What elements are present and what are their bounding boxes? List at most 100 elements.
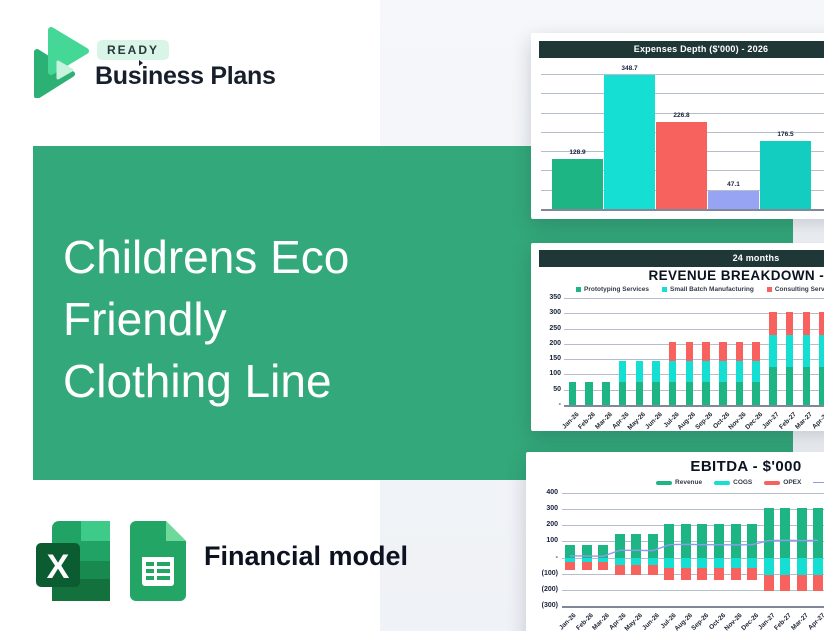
chart-title: EBITDA - $'000: [690, 458, 802, 475]
stacked-bar-segment: [565, 557, 575, 563]
y-axis-tick: 350: [549, 294, 561, 301]
stacked-bar-segment: [614, 564, 625, 575]
stacked-bar-segment: [635, 382, 644, 405]
bar-value-label: 47.1: [727, 180, 740, 188]
bar: [604, 74, 655, 209]
stacked-bar-segment: [647, 534, 658, 558]
stacked-bar-segment: [747, 557, 758, 568]
gridline: [564, 313, 824, 315]
legend-item: COGS: [714, 479, 752, 486]
stacked-bar-segment: [697, 557, 708, 568]
svg-text:X: X: [47, 548, 70, 586]
stacked-bar-segment: [780, 575, 791, 592]
stacked-bar-segment: [752, 342, 760, 361]
x-axis-tick: Jan-26: [560, 411, 581, 431]
stacked-bar-segment: [614, 557, 625, 565]
stacked-bar-segment: [685, 382, 694, 405]
y-axis-tick: 300: [549, 309, 561, 317]
stacked-bar-segment: [813, 508, 824, 558]
stacked-bar-segment: [763, 508, 774, 558]
y-axis-tick: (200): [541, 585, 558, 593]
stacked-bar-segment: [668, 342, 677, 361]
stacked-bar-segment: [780, 557, 791, 575]
stacked-bar-segment: [697, 524, 708, 558]
gridline: [562, 589, 824, 591]
legend-item: Revenue: [656, 479, 702, 486]
gridline: [541, 209, 824, 211]
y-axis-tick: 200: [549, 339, 561, 347]
x-axis-tick: Feb-27: [773, 612, 794, 631]
x-axis-tick: Apr-27: [811, 411, 824, 431]
stacked-bar-segment: [719, 360, 727, 383]
stacked-bar-segment: [819, 366, 824, 405]
stacked-bar-segment: [735, 382, 744, 405]
legend-swatch: [662, 287, 668, 292]
stacked-bar-segment: [813, 575, 824, 592]
stacked-bar-segment: [713, 524, 724, 558]
ebitda-chart-card: EBITDA - $'000 Revenue COGS OPEX 0 400 300 20…: [526, 452, 824, 631]
stacked-bar-segment: [680, 567, 691, 581]
gridline: [562, 557, 824, 559]
bar: [552, 159, 603, 209]
stacked-bar-segment: [652, 360, 660, 383]
y-axis-tick: 200: [546, 521, 558, 529]
stacked-bar-segment: [680, 557, 691, 568]
legend-item: Small Batch Manufacturing: [662, 286, 754, 293]
stacked-bar-segment: [602, 382, 610, 405]
gridline: [564, 359, 824, 361]
stacked-bar-segment: [585, 382, 593, 405]
stacked-bar-segment: [796, 557, 807, 575]
y-axis-tick: (300): [541, 602, 558, 609]
stacked-bar-segment: [802, 311, 811, 335]
bar-value-label: 176.5: [777, 130, 794, 138]
expenses-chart-card: Expenses Depth ($'000) - 2026 128.9 348.7…: [531, 33, 824, 219]
stacked-bar-segment: [769, 366, 777, 405]
stacked-bar-segment: [664, 567, 675, 581]
stacked-bar-segment: [664, 557, 675, 568]
gridline: [564, 328, 824, 330]
x-axis-tick: Mar-27: [794, 411, 815, 431]
legend-swatch: [813, 481, 824, 484]
stacked-bar-segment: [819, 334, 824, 367]
gridline: [562, 573, 824, 575]
stacked-bar-segment: [819, 311, 824, 335]
x-axis-tick: Mar-26: [591, 612, 612, 631]
stacked-bar-segment: [647, 557, 658, 565]
stacked-bar-segment: [565, 562, 575, 571]
stacked-bar-segment: [618, 382, 627, 405]
gridline: [541, 112, 824, 114]
x-axis-tick: Dec-26: [739, 612, 761, 631]
gridline: [564, 374, 824, 376]
google-sheets-icon: [130, 521, 186, 601]
x-axis-tick: Apr-27: [806, 612, 824, 631]
legend-label: OPEX: [783, 479, 802, 486]
legend-swatch: [714, 480, 731, 485]
stacked-bar-segment: [702, 382, 710, 405]
y-axis-tick: 300: [546, 505, 558, 513]
x-axis-tick: Sep-26: [690, 612, 711, 631]
stacked-bar-segment: [631, 564, 642, 575]
x-axis-tick: Mar-27: [789, 612, 810, 631]
gridline: [564, 405, 824, 407]
stacked-bar-segment: [785, 366, 794, 405]
legend-swatch: [656, 480, 673, 485]
y-axis-tick: 150: [549, 355, 561, 363]
chart-window-badge: 24 months: [539, 250, 824, 267]
y-axis-tick: (100): [541, 569, 558, 577]
stacked-bar-segment: [813, 557, 824, 575]
stacked-bar-segment: [730, 524, 741, 558]
excel-icon: X: [36, 521, 110, 601]
stacked-bar-segment: [802, 366, 811, 405]
stacked-bar-segment: [598, 557, 609, 563]
bar-value-label: 128.9: [569, 149, 586, 157]
y-axis-tick: 100: [546, 537, 558, 545]
stacked-bar-segment: [719, 342, 727, 361]
stacked-bar-segment: [685, 342, 694, 361]
bar-value-label: 348.7: [621, 64, 638, 72]
bar: [656, 121, 707, 209]
stacked-bar-segment: [763, 575, 774, 592]
y-axis-tick: -: [555, 553, 558, 561]
stacked-bar-segment: [702, 360, 710, 383]
gridline: [562, 493, 824, 494]
